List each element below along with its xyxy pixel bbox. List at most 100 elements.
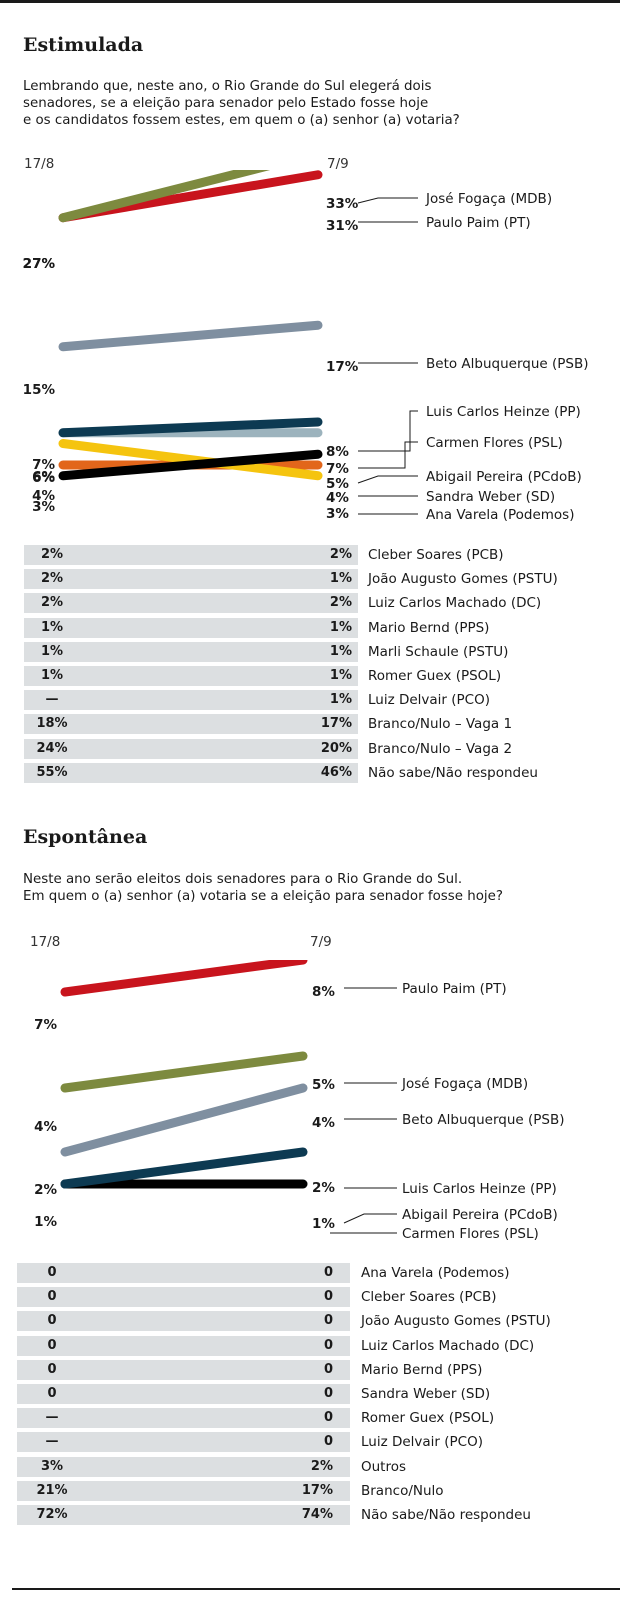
value-start: 72% xyxy=(36,1507,68,1522)
value-end: 20% xyxy=(320,740,352,756)
connector-carmen-flores-psl xyxy=(358,441,418,469)
table-row: 0 0 Mario Bernd (PPS) xyxy=(0,1359,632,1381)
series-name-abigail-pereira-pcdob: Abigail Pereira (PCdoB) xyxy=(402,1207,558,1223)
value-start: 55% xyxy=(36,764,68,780)
question-espontanea: Neste ano serão eleitos dois senadores p… xyxy=(23,872,503,904)
series-name-paulo-paim-pt: Paulo Paim (PT) xyxy=(402,981,507,997)
row-bar xyxy=(17,1359,350,1380)
value-start-beto-albuquerque-psb: 2% xyxy=(34,1182,57,1198)
date-start-espontanea: 17/8 xyxy=(30,934,61,950)
value-start: 0 xyxy=(47,1361,57,1377)
series-name-luis-carlos-heinze-pp: Luis Carlos Heinze (PP) xyxy=(426,404,581,420)
table-row: 1% 1% Romer Guex (PSOL) xyxy=(0,666,632,687)
table-row: 0 0 Cleber Soares (PCB) xyxy=(0,1287,632,1308)
candidate-name: Ana Varela (Podemos) xyxy=(361,1265,510,1281)
top-rule xyxy=(0,0,620,3)
table-row: 0 0 João Augusto Gomes (PSTU) xyxy=(0,1311,632,1332)
value-end: 0 xyxy=(323,1265,333,1280)
section-title-espontanea: Espontânea xyxy=(23,826,148,848)
candidate-name: Luiz Carlos Machado (DC) xyxy=(361,1337,535,1354)
date-end-estimulada: 7/9 xyxy=(327,156,349,172)
candidate-name: Cleber Soares (PCB) xyxy=(361,1289,497,1306)
row-bar xyxy=(24,545,358,565)
value-start-abigail-pereira-pcdob: 1% xyxy=(34,1214,57,1230)
value-end-abigail-pereira-pcdob: 1% xyxy=(312,1216,335,1232)
candidate-name: Cleber Soares (PCB) xyxy=(368,547,504,563)
value-start-sandra-weber-sd: 4% xyxy=(32,488,55,504)
series-name-carmen-flores-psl: Carmen Flores (PSL) xyxy=(402,1226,539,1242)
series-name-paulo-paim-pt: Paulo Paim (PT) xyxy=(426,215,531,231)
value-start: 2% xyxy=(40,547,64,562)
value-end-jose-fogaca-mdb: 33% xyxy=(326,196,359,212)
section-title-estimulada: Estimulada xyxy=(23,34,144,56)
value-end: 1% xyxy=(329,643,352,659)
series-lines xyxy=(58,170,323,481)
table-row: 1% 1% Mario Bernd (PPS) xyxy=(0,617,632,639)
value-start: 0 xyxy=(47,1337,57,1353)
value-end: 46% xyxy=(320,764,352,780)
value-end: 2% xyxy=(329,547,352,562)
row-bar xyxy=(24,617,358,638)
value-start-paulo-paim-pt: 7% xyxy=(34,1017,57,1033)
candidate-name: Luiz Carlos Machado (DC) xyxy=(368,595,542,612)
candidate-name: Outros xyxy=(361,1458,407,1475)
value-start: 0 xyxy=(47,1313,57,1329)
series-line-jose-fogaca-mdb xyxy=(58,170,271,223)
candidate-name: Branco/Nulo – Vaga 1 xyxy=(368,716,513,733)
value-end-beto-albuquerque-psb: 4% xyxy=(312,1115,335,1131)
value-end: 74% xyxy=(301,1507,333,1522)
value-start: — xyxy=(45,692,59,708)
value-end-carmen-flores-psl: 7% xyxy=(326,461,349,477)
row-bar xyxy=(24,714,358,735)
series-name-abigail-pereira-pcdob: Abigail Pereira (PCdoB) xyxy=(426,469,582,485)
slope-chart-estimulada: 27%33% José Fogaça (MDB)27%31% Paulo Paim … xyxy=(23,170,589,523)
row-bar xyxy=(24,593,358,614)
date-end-espontanea: 7/9 xyxy=(310,934,332,950)
value-end: 1% xyxy=(329,571,352,587)
value-start-jose-fogaca-mdb: 27% xyxy=(23,256,56,272)
value-start-luis-carlos-heinze-pp: 7% xyxy=(32,457,55,473)
candidate-name: Mario Bernd (PPS) xyxy=(368,619,490,636)
table-row: 3% 2% Outros xyxy=(0,1456,632,1478)
value-end: 1% xyxy=(329,619,352,635)
table-row: 0 0 Luiz Carlos Machado (DC) xyxy=(0,1335,632,1357)
value-start: 21% xyxy=(36,1482,68,1498)
table-row: 18% 17% Branco/Nulo – Vaga 1 xyxy=(0,714,632,735)
value-start: 1% xyxy=(40,619,64,635)
value-start-ana-varela-podemos: 6% xyxy=(32,470,55,486)
value-end: 17% xyxy=(301,1482,333,1498)
value-start: 1% xyxy=(40,643,64,659)
candidate-name: Marli Schaule (PSTU) xyxy=(368,643,509,660)
value-end-luis-carlos-heinze-pp: 2% xyxy=(312,1180,335,1196)
table-row: 72% 74% Não sabe/Não respondeu xyxy=(0,1505,632,1526)
value-start-paulo-paim-pt: 27% xyxy=(23,256,56,272)
value-end: 0 xyxy=(323,1337,333,1353)
value-start: 0 xyxy=(47,1265,57,1280)
value-start: 2% xyxy=(40,571,64,587)
series-lines xyxy=(60,960,308,1189)
question-estimulada: Lembrando que, neste ano, o Rio Grande d… xyxy=(23,79,460,128)
series-name-ana-varela-podemos: Ana Varela (Podemos) xyxy=(426,507,574,523)
series-name-jose-fogaca-mdb: José Fogaça (MDB) xyxy=(425,191,552,207)
series-line-beto-albuquerque-psb xyxy=(60,1083,308,1157)
value-end: 0 xyxy=(323,1410,333,1426)
series-name-jose-fogaca-mdb: José Fogaça (MDB) xyxy=(401,1076,528,1092)
row-bar xyxy=(24,666,358,686)
row-bar xyxy=(17,1505,350,1525)
table-row: 21% 17% Branco/Nulo xyxy=(0,1480,632,1502)
series-line-abigail-pereira-pcdob xyxy=(58,449,323,481)
value-start: 1% xyxy=(40,668,64,683)
value-end-paulo-paim-pt: 8% xyxy=(312,984,335,1000)
value-start-beto-albuquerque-psb: 15% xyxy=(23,382,56,398)
value-end: 2% xyxy=(329,595,352,611)
value-start: 0 xyxy=(47,1289,57,1305)
series-name-carmen-flores-psl: Carmen Flores (PSL) xyxy=(426,435,563,451)
value-start: 2% xyxy=(40,595,64,611)
value-end-sandra-weber-sd: 4% xyxy=(326,490,349,506)
row-bar xyxy=(24,690,358,711)
series-name-beto-albuquerque-psb: Beto Albuquerque (PSB) xyxy=(402,1112,565,1128)
candidate-name: João Augusto Gomes (PSTU) xyxy=(368,571,558,588)
value-start: — xyxy=(45,1434,59,1450)
series-line-paulo-paim-pt xyxy=(60,960,308,997)
table-row: 2% 2% Cleber Soares (PCB) xyxy=(0,545,632,566)
